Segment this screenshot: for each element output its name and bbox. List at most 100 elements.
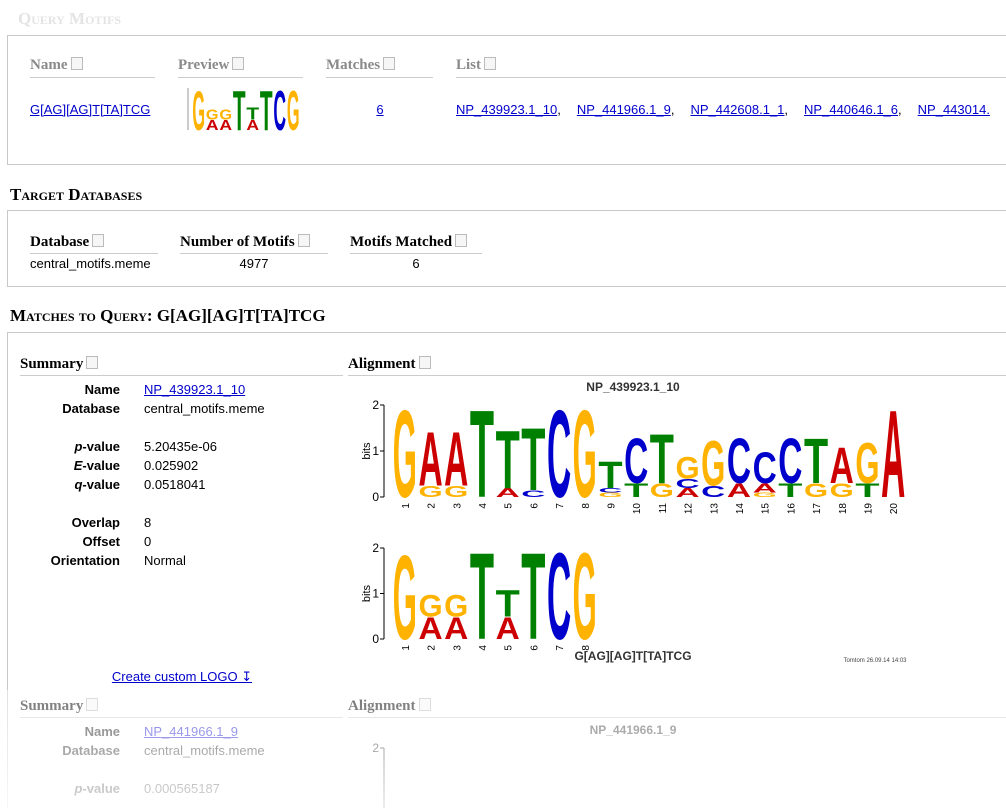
y-tick-label: 1 — [372, 444, 379, 458]
field-label: Overlap — [72, 515, 120, 531]
alignment-heading-text: Alignment — [348, 698, 416, 714]
position-label: 6 — [529, 503, 540, 509]
header-rule — [350, 253, 482, 254]
logo-letter: C — [675, 477, 699, 491]
alignment-heading: Alignment — [348, 698, 431, 714]
column-header: List — [456, 57, 497, 73]
position-label: 3 — [452, 645, 463, 651]
column-header-text: Name — [30, 57, 68, 73]
field-label-text: Name — [84, 724, 120, 739]
column-header: Number of Motifs — [180, 234, 310, 250]
field-label-italic: p — [74, 439, 83, 454]
position-label: 8 — [581, 503, 592, 509]
match-link[interactable]: NP_443014. — [917, 102, 990, 117]
field-label: p-value — [74, 439, 120, 455]
header-rule — [30, 77, 155, 78]
position-label: 19 — [863, 503, 874, 515]
position-label: 3 — [452, 503, 463, 509]
match-link[interactable]: NP_440646.1_6 — [804, 102, 899, 117]
logo-letter: A — [830, 438, 854, 495]
help-icon[interactable] — [484, 57, 497, 70]
position-label: 4 — [478, 645, 489, 651]
logo-letter: T — [470, 528, 494, 666]
logo-letter: C — [778, 426, 802, 497]
motif-name-link[interactable]: G[AG][AG]T[TA]TCG — [30, 102, 151, 117]
field-value: 8 — [144, 515, 152, 530]
logo-letter: T — [521, 411, 545, 510]
match-link[interactable]: NP_442608.1_1 — [690, 102, 785, 117]
field-label-text: Name — [84, 382, 120, 397]
field-value: 5.20435e-06 — [144, 439, 218, 454]
logo-letter: G — [804, 479, 828, 501]
matches-box — [7, 332, 1006, 808]
logo-letter: A — [246, 117, 259, 133]
logo-letter: T — [804, 426, 828, 497]
logo-letter: G — [650, 479, 674, 501]
help-icon[interactable] — [455, 234, 468, 247]
field-value-link[interactable]: NP_439923.1_10 — [144, 382, 246, 397]
summary-heading: Summary — [20, 698, 99, 714]
logo-letter: G — [418, 482, 442, 500]
help-icon[interactable] — [232, 57, 245, 70]
column-header: Matches — [326, 57, 396, 73]
logo-letter: C — [547, 385, 571, 524]
help-icon[interactable] — [86, 356, 99, 369]
column-header: Motifs Matched — [350, 234, 468, 250]
logo-letter: C — [701, 482, 725, 500]
field-label-text: Orientation — [50, 553, 120, 568]
logo-letter: A — [219, 117, 232, 133]
logo-letter: C — [273, 79, 286, 142]
logo-letter: G — [675, 449, 699, 485]
logo-title: NP_441966.1_9 — [590, 723, 677, 737]
table-cell: 6 — [412, 256, 420, 271]
field-label: Database — [62, 743, 120, 759]
match-link[interactable]: NP_441966.1_9 — [576, 102, 671, 117]
field-label-text: Offset — [82, 534, 120, 549]
field-label: Name — [85, 724, 120, 740]
logo-letter: C — [521, 489, 545, 499]
section-title: Matches to Query: G[AG][AG]T[TA]TCG — [10, 306, 326, 325]
y-axis-label: bits — [361, 584, 373, 602]
logo-title: G[AG][AG]T[TA]TCG — [574, 649, 691, 663]
list-separator: , — [784, 102, 789, 117]
position-label: 18 — [838, 503, 849, 515]
help-icon[interactable] — [70, 57, 83, 70]
alignment-heading-text: Alignment — [348, 356, 416, 372]
logo-letter: T — [496, 582, 520, 624]
matches-count-link[interactable]: 6 — [376, 102, 384, 117]
field-value-link[interactable]: NP_441966.1_9 — [144, 724, 238, 739]
logo-letter: C — [753, 444, 777, 494]
logo-letter: A — [418, 416, 442, 503]
match-link[interactable]: NP_439923.1_10 — [456, 102, 558, 117]
field-label: p-value — [74, 781, 120, 797]
header-rule — [30, 253, 158, 254]
position-label: 12 — [684, 503, 695, 515]
help-icon[interactable] — [86, 698, 99, 711]
create-logo-link[interactable]: Create custom LOGO ↧ — [111, 669, 253, 684]
header-rule — [180, 253, 328, 254]
help-icon[interactable] — [92, 234, 105, 247]
field-value: 0.025902 — [144, 458, 199, 473]
logo-letter: T — [598, 453, 622, 497]
header-rule — [20, 717, 343, 718]
table-cell: 4977 — [239, 256, 269, 271]
logo-letter: A — [881, 385, 905, 524]
column-header-text: Motifs Matched — [350, 234, 453, 250]
field-label-text: Database — [62, 401, 120, 416]
section-title: Target Databases — [10, 185, 143, 204]
position-label: 14 — [735, 503, 746, 515]
logo-letter: G — [192, 80, 205, 142]
logo-letter: C — [547, 528, 571, 666]
match-list: NP_439923.1_10, NP_441966.1_9, NP_442608.1… — [456, 102, 990, 118]
field-label-text: Overlap — [71, 515, 120, 530]
help-icon[interactable] — [418, 698, 431, 711]
timestamp: Tomtom 26.09.14 14:03 — [843, 658, 907, 664]
help-icon[interactable] — [418, 356, 431, 369]
field-label: E-value — [74, 458, 120, 474]
header-rule — [20, 375, 343, 376]
logo-letter: T — [778, 479, 803, 501]
help-icon[interactable] — [297, 234, 310, 247]
summary-heading: Summary — [20, 356, 99, 372]
help-icon[interactable] — [383, 57, 396, 70]
field-value: central_motifs.meme — [144, 743, 265, 758]
